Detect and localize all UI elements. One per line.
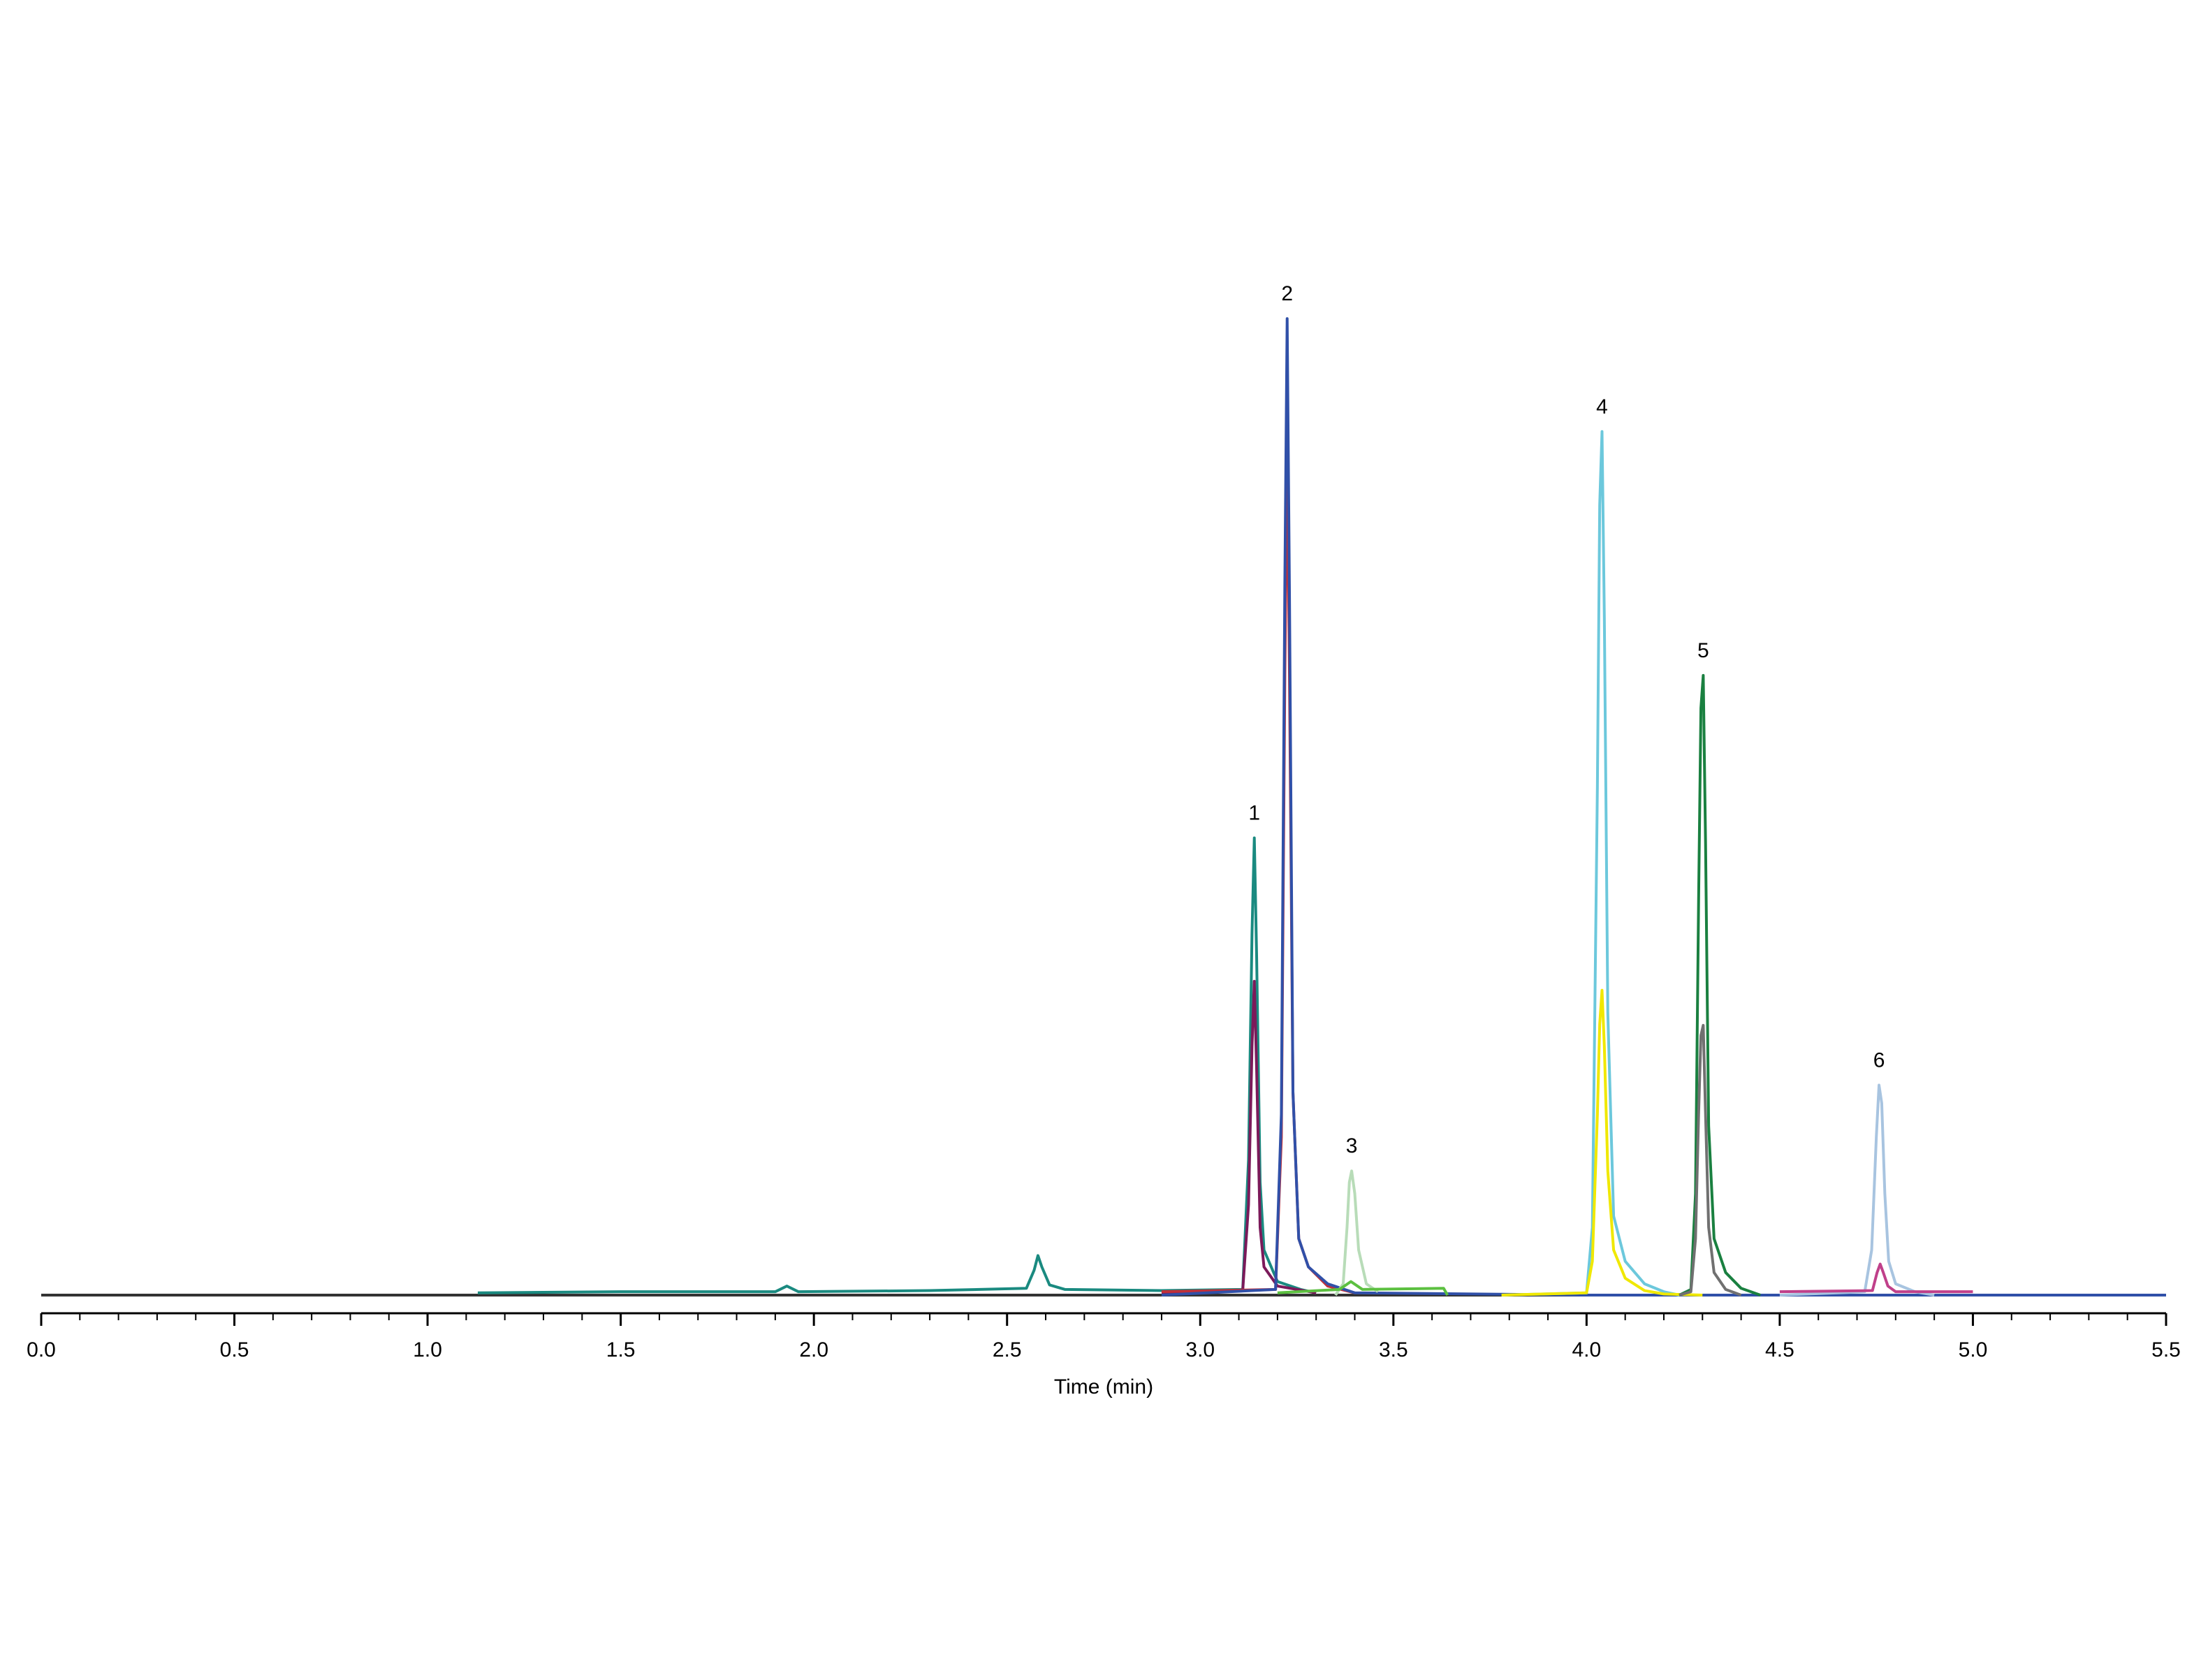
trace bbox=[1679, 1023, 1742, 1296]
peak-label: 3 bbox=[1346, 1134, 1358, 1157]
trace bbox=[1779, 1262, 1973, 1294]
trace bbox=[1161, 979, 1317, 1294]
trace bbox=[1277, 1280, 1449, 1296]
peak-label: 2 bbox=[1281, 282, 1293, 305]
peak-label: 5 bbox=[1697, 639, 1709, 662]
trace bbox=[1501, 988, 1703, 1296]
trace bbox=[1334, 1169, 1379, 1296]
x-tick-label: 4.5 bbox=[1765, 1338, 1794, 1361]
x-tick-label: 2.5 bbox=[993, 1338, 1022, 1361]
x-tick-label: 1.0 bbox=[413, 1338, 442, 1361]
x-tick-label: 5.5 bbox=[2151, 1338, 2181, 1361]
trace bbox=[1161, 317, 2166, 1296]
trace bbox=[477, 836, 1317, 1294]
x-tick-label: 1.5 bbox=[606, 1338, 636, 1361]
x-tick-label: 3.5 bbox=[1379, 1338, 1408, 1361]
x-tick-label: 2.0 bbox=[799, 1338, 828, 1361]
x-tick-label: 4.0 bbox=[1572, 1338, 1602, 1361]
x-axis-label: Time (min) bbox=[1054, 1375, 1153, 1398]
peak-label: 6 bbox=[1873, 1049, 1885, 1072]
trace bbox=[1679, 673, 1761, 1296]
peak-label: 4 bbox=[1596, 395, 1608, 418]
x-tick-label: 0.0 bbox=[27, 1338, 56, 1361]
peak-label: 1 bbox=[1248, 802, 1260, 825]
x-tick-label: 0.5 bbox=[220, 1338, 249, 1361]
trace bbox=[1501, 430, 1680, 1296]
trace bbox=[1779, 1083, 1935, 1296]
x-tick-label: 5.0 bbox=[1959, 1338, 1988, 1361]
x-tick-label: 3.0 bbox=[1185, 1338, 1215, 1361]
